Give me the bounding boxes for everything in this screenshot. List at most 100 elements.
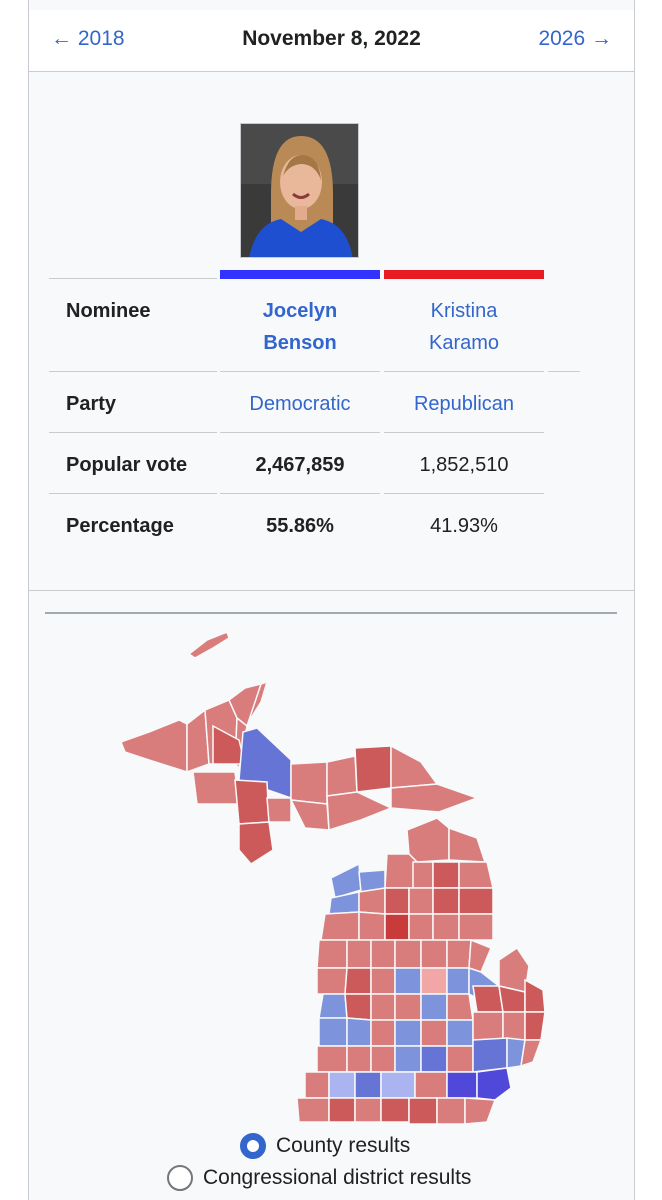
popular-vote-rep: 1,852,510 [419, 454, 509, 476]
map-county [346, 1045, 372, 1073]
row-divider [384, 493, 544, 494]
map-county [290, 761, 328, 805]
row-divider [220, 493, 380, 494]
map-county [394, 1019, 422, 1047]
election-date: November 8, 2022 [242, 27, 421, 50]
row-divider [49, 278, 217, 279]
county-results-label[interactable]: County results [276, 1134, 411, 1157]
previous-election-link[interactable]: ← 2018 [51, 27, 125, 50]
map-county [394, 993, 422, 1021]
map-county [458, 913, 494, 941]
map-county [408, 913, 434, 941]
map-county [316, 939, 348, 969]
map-county [420, 939, 448, 969]
map-county [436, 1097, 466, 1125]
map-county [432, 861, 460, 889]
map-county [446, 967, 470, 995]
map-county [408, 887, 434, 915]
map-county [472, 985, 504, 1013]
county-results-radio[interactable] [240, 1133, 266, 1159]
map-county [328, 1097, 356, 1123]
nominee-dem-first[interactable]: Jocelyn [262, 300, 338, 322]
candidate-photo-benson[interactable] [240, 123, 359, 258]
map-county [458, 887, 494, 915]
nominee-dem[interactable]: Jocelyn Benson [220, 295, 380, 359]
row-divider [384, 432, 544, 433]
map-county [390, 783, 480, 813]
map-county [390, 744, 439, 789]
map-county [520, 1039, 543, 1068]
map-county [502, 1011, 526, 1041]
nominee-dem-last[interactable]: Benson [263, 332, 337, 354]
map-county [406, 817, 450, 863]
party-dem[interactable]: Democratic [249, 393, 351, 415]
row-divider [384, 371, 544, 372]
map-county [380, 1071, 416, 1099]
michigan-county-map[interactable] [29, 592, 634, 1200]
map-county [394, 939, 422, 969]
map-county [432, 887, 460, 915]
congressional-results-label[interactable]: Congressional district results [203, 1166, 472, 1189]
nominee-rep-first[interactable]: Kristina [430, 300, 498, 322]
map-county [320, 911, 360, 941]
congressional-results-option[interactable]: Congressional district results [167, 1165, 471, 1191]
map-county [446, 1019, 474, 1047]
map-county [446, 1071, 478, 1099]
map-county [120, 719, 188, 774]
map-county [234, 779, 270, 825]
map-county [468, 938, 492, 973]
map-county [238, 821, 274, 865]
congressional-results-radio[interactable] [167, 1165, 193, 1191]
map-county [408, 1097, 438, 1125]
map-county [380, 1097, 410, 1123]
map-county [328, 891, 360, 915]
map-county [370, 939, 396, 969]
map-county [266, 797, 292, 823]
row-divider [548, 371, 580, 372]
row-divider [220, 432, 380, 433]
map-county [354, 1097, 382, 1123]
map-county [420, 993, 448, 1021]
county-results-option[interactable]: County results [240, 1133, 410, 1159]
row-divider [220, 371, 380, 372]
map-county [289, 799, 330, 831]
next-election-link[interactable]: 2026 → [538, 27, 612, 50]
nominee-label: Nominee [66, 300, 151, 322]
map-county [524, 1011, 546, 1041]
map-county [318, 1017, 348, 1047]
map-county [326, 791, 393, 832]
map-county [328, 1071, 356, 1099]
map-county [318, 993, 348, 1019]
nominee-rep[interactable]: Kristina Karamo [384, 295, 544, 359]
map-county [498, 946, 530, 993]
popular-vote-dem: 2,467,859 [255, 454, 345, 476]
map-county [446, 993, 474, 1021]
map-county [304, 1071, 330, 1099]
map-county [476, 1067, 512, 1101]
map-county [448, 826, 487, 863]
map-county [344, 993, 372, 1021]
map-county [346, 939, 372, 969]
results-map-section: County results Congressional district re… [29, 592, 634, 1200]
map-county [192, 771, 240, 805]
map-county [414, 1071, 448, 1099]
map-county [358, 911, 386, 941]
map-county [412, 861, 434, 889]
row-divider [49, 493, 217, 494]
map-county [354, 1071, 382, 1099]
row-divider [49, 432, 217, 433]
percentage-rep: 41.93% [430, 515, 498, 537]
map-county [384, 853, 418, 889]
nominee-rep-last[interactable]: Karamo [428, 332, 500, 354]
map-divider [45, 612, 617, 614]
map-county [384, 913, 410, 941]
map-county [524, 978, 546, 1013]
map-county [394, 967, 422, 995]
map-county [316, 967, 348, 995]
map-county [472, 1011, 504, 1041]
party-rep[interactable]: Republican [413, 393, 515, 415]
map-county [446, 939, 472, 969]
map-county [420, 1045, 448, 1073]
map-county [344, 967, 372, 995]
popular-vote-label: Popular vote [66, 454, 188, 476]
